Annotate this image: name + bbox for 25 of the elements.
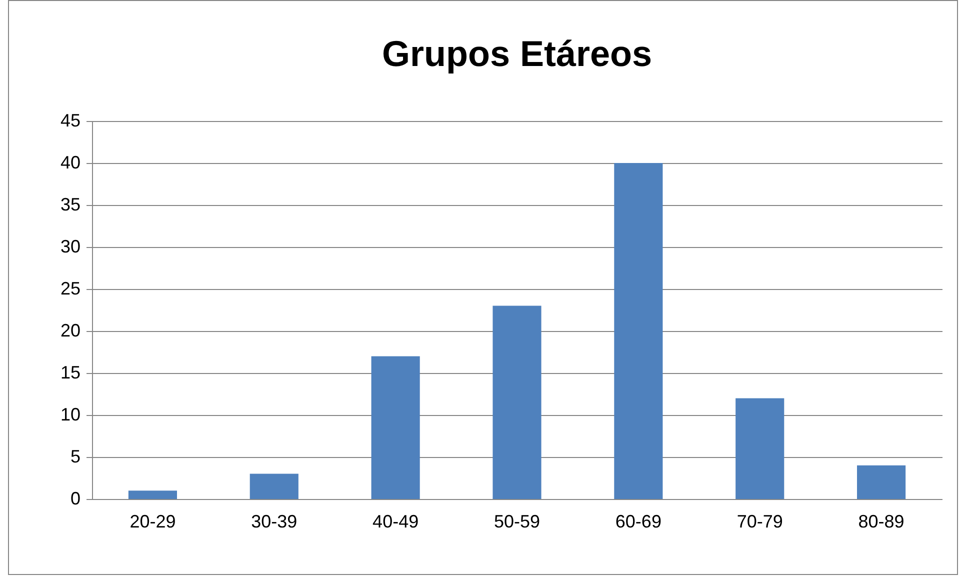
y-tick-label: 30 [60, 236, 80, 256]
bar [614, 163, 663, 499]
y-tick-label: 45 [60, 110, 80, 130]
x-tick-label: 30-39 [251, 512, 298, 532]
chart-title: Grupos Etáreos [382, 33, 652, 74]
y-tick-label: 15 [60, 362, 80, 382]
y-tick-label: 25 [60, 278, 80, 298]
x-tick-label: 70-79 [736, 512, 783, 532]
x-tick-label: 20-29 [130, 512, 176, 532]
x-tick-label: 60-69 [615, 512, 662, 532]
bar [492, 306, 542, 499]
y-tick-label: 20 [60, 320, 80, 340]
bar [736, 398, 784, 499]
y-tick-label: 10 [60, 404, 80, 424]
y-tick-label: 35 [60, 194, 80, 214]
bar [128, 490, 177, 499]
y-tick-label: 40 [60, 152, 80, 172]
x-tick-label: 50-59 [494, 512, 540, 532]
y-tick-label: 5 [70, 446, 80, 466]
x-tick-label: 80-89 [858, 512, 904, 532]
bar [250, 474, 298, 499]
bar [857, 465, 906, 499]
y-tick-label: 0 [70, 488, 80, 508]
bar [371, 356, 420, 499]
x-tick-label: 40-49 [372, 512, 419, 532]
